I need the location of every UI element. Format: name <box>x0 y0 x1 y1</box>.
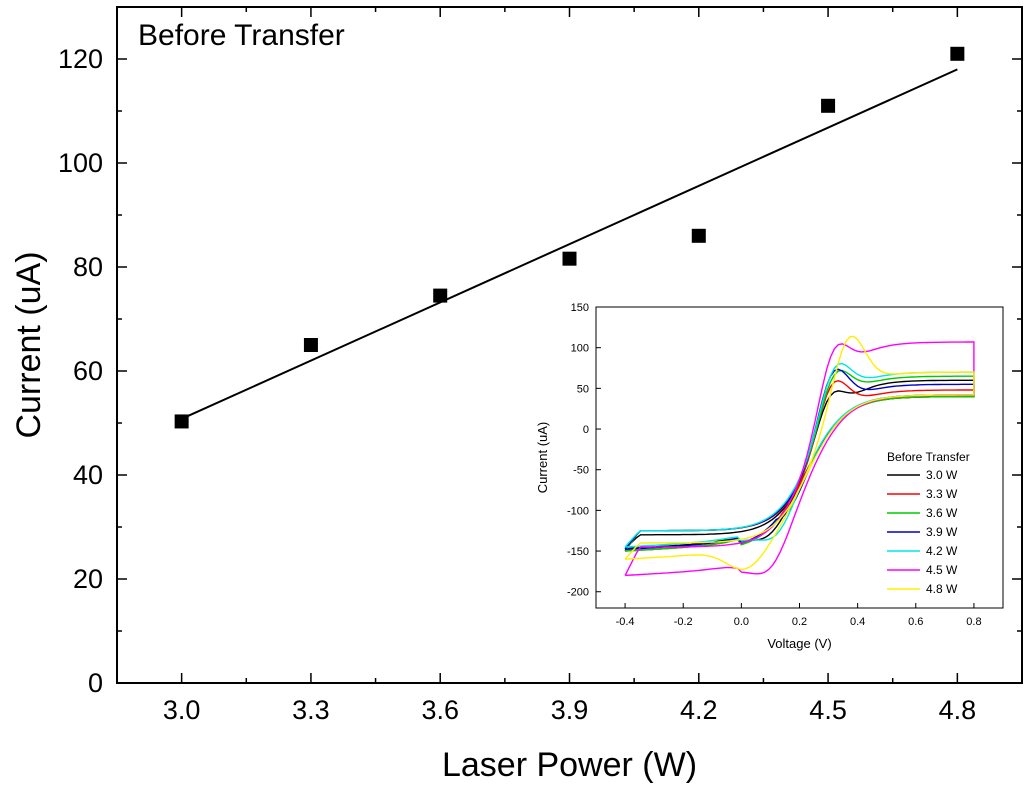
inset-frame <box>595 306 1004 609</box>
y-tick-label: 20 <box>73 564 103 594</box>
data-point <box>433 288 448 303</box>
inset-x-tick-label: 0.8 <box>966 616 981 628</box>
data-point <box>821 98 836 113</box>
y-tick-label: 0 <box>88 668 103 698</box>
inset-y-tick-label: -200 <box>567 587 589 599</box>
cv-curve-48W <box>624 335 975 571</box>
data-point <box>691 228 706 243</box>
inset-legend-label: 4.8 W <box>926 582 958 596</box>
inset-y-tick-label: -50 <box>573 465 589 477</box>
inset-y-tick-label: -100 <box>567 505 589 517</box>
inset-x-tick-label: -0.4 <box>616 616 635 628</box>
x-tick-label: 3.3 <box>292 695 330 725</box>
x-tick-label: 3.9 <box>551 695 589 725</box>
x-tick-label: 4.5 <box>809 695 847 725</box>
inset-chart: -0.4 -0.2 0.0 0.2 0.4 0.6 0.8 -200 -150 -100 -50 0 5… <box>535 302 1004 651</box>
data-point <box>303 338 318 352</box>
x-tick-label: 3.6 <box>421 695 459 725</box>
inset-legend-title: Before Transfer <box>887 450 970 464</box>
inset-y-axis-label: Current (uA) <box>535 422 550 494</box>
data-point <box>562 251 577 266</box>
y-tick-label: 40 <box>73 460 103 490</box>
x-tick-label: 4.2 <box>680 695 718 725</box>
inset-y-tick-label: 50 <box>577 383 589 395</box>
inset-x-tick-label: 0.2 <box>792 616 807 628</box>
inset-x-axis-label: Voltage (V) <box>767 636 831 651</box>
inset-y-tick-label: 100 <box>571 343 589 355</box>
inset-legend-label: 4.2 W <box>926 544 958 558</box>
inset-legend-label: 3.6 W <box>926 506 958 520</box>
y-tick-label: 80 <box>73 252 103 282</box>
inset-x-tick-label: 0.4 <box>850 616 865 628</box>
chart-title: Before Transfer <box>138 19 345 52</box>
y-axis-label: Current (uA) <box>10 251 48 438</box>
cv-curve-45W <box>624 341 975 577</box>
inset-y-tick-label: 0 <box>583 424 589 436</box>
inset-legend-label: 4.5 W <box>926 563 958 577</box>
inset-x-tick-label: 0.6 <box>908 616 923 628</box>
inset-y-tick-label: 150 <box>571 302 589 314</box>
y-tick-label: 120 <box>58 44 103 74</box>
data-point <box>174 414 189 429</box>
x-tick-label: 3.0 <box>163 695 201 725</box>
y-tick-label: 100 <box>58 148 103 178</box>
x-axis-label: Laser Power (W) <box>442 746 697 784</box>
inset-y-tick-label: -150 <box>567 546 589 558</box>
fit-line <box>181 68 958 420</box>
inset-x-tick-label: -0.2 <box>674 616 693 628</box>
inset-x-tick-label: 0.0 <box>734 616 749 628</box>
inset-legend-label: 3.9 W <box>926 525 958 539</box>
data-point <box>950 46 965 61</box>
inset-legend-label: 3.0 W <box>926 468 958 482</box>
x-tick-label: 4.8 <box>939 695 977 725</box>
y-tick-label: 60 <box>73 356 103 386</box>
inset-legend-label: 3.3 W <box>926 487 958 501</box>
main-chart: 3.0 3.3 3.6 3.9 4.2 4.5 4.8 0 20 40 60 80 100 120 Lase… <box>10 6 1023 784</box>
